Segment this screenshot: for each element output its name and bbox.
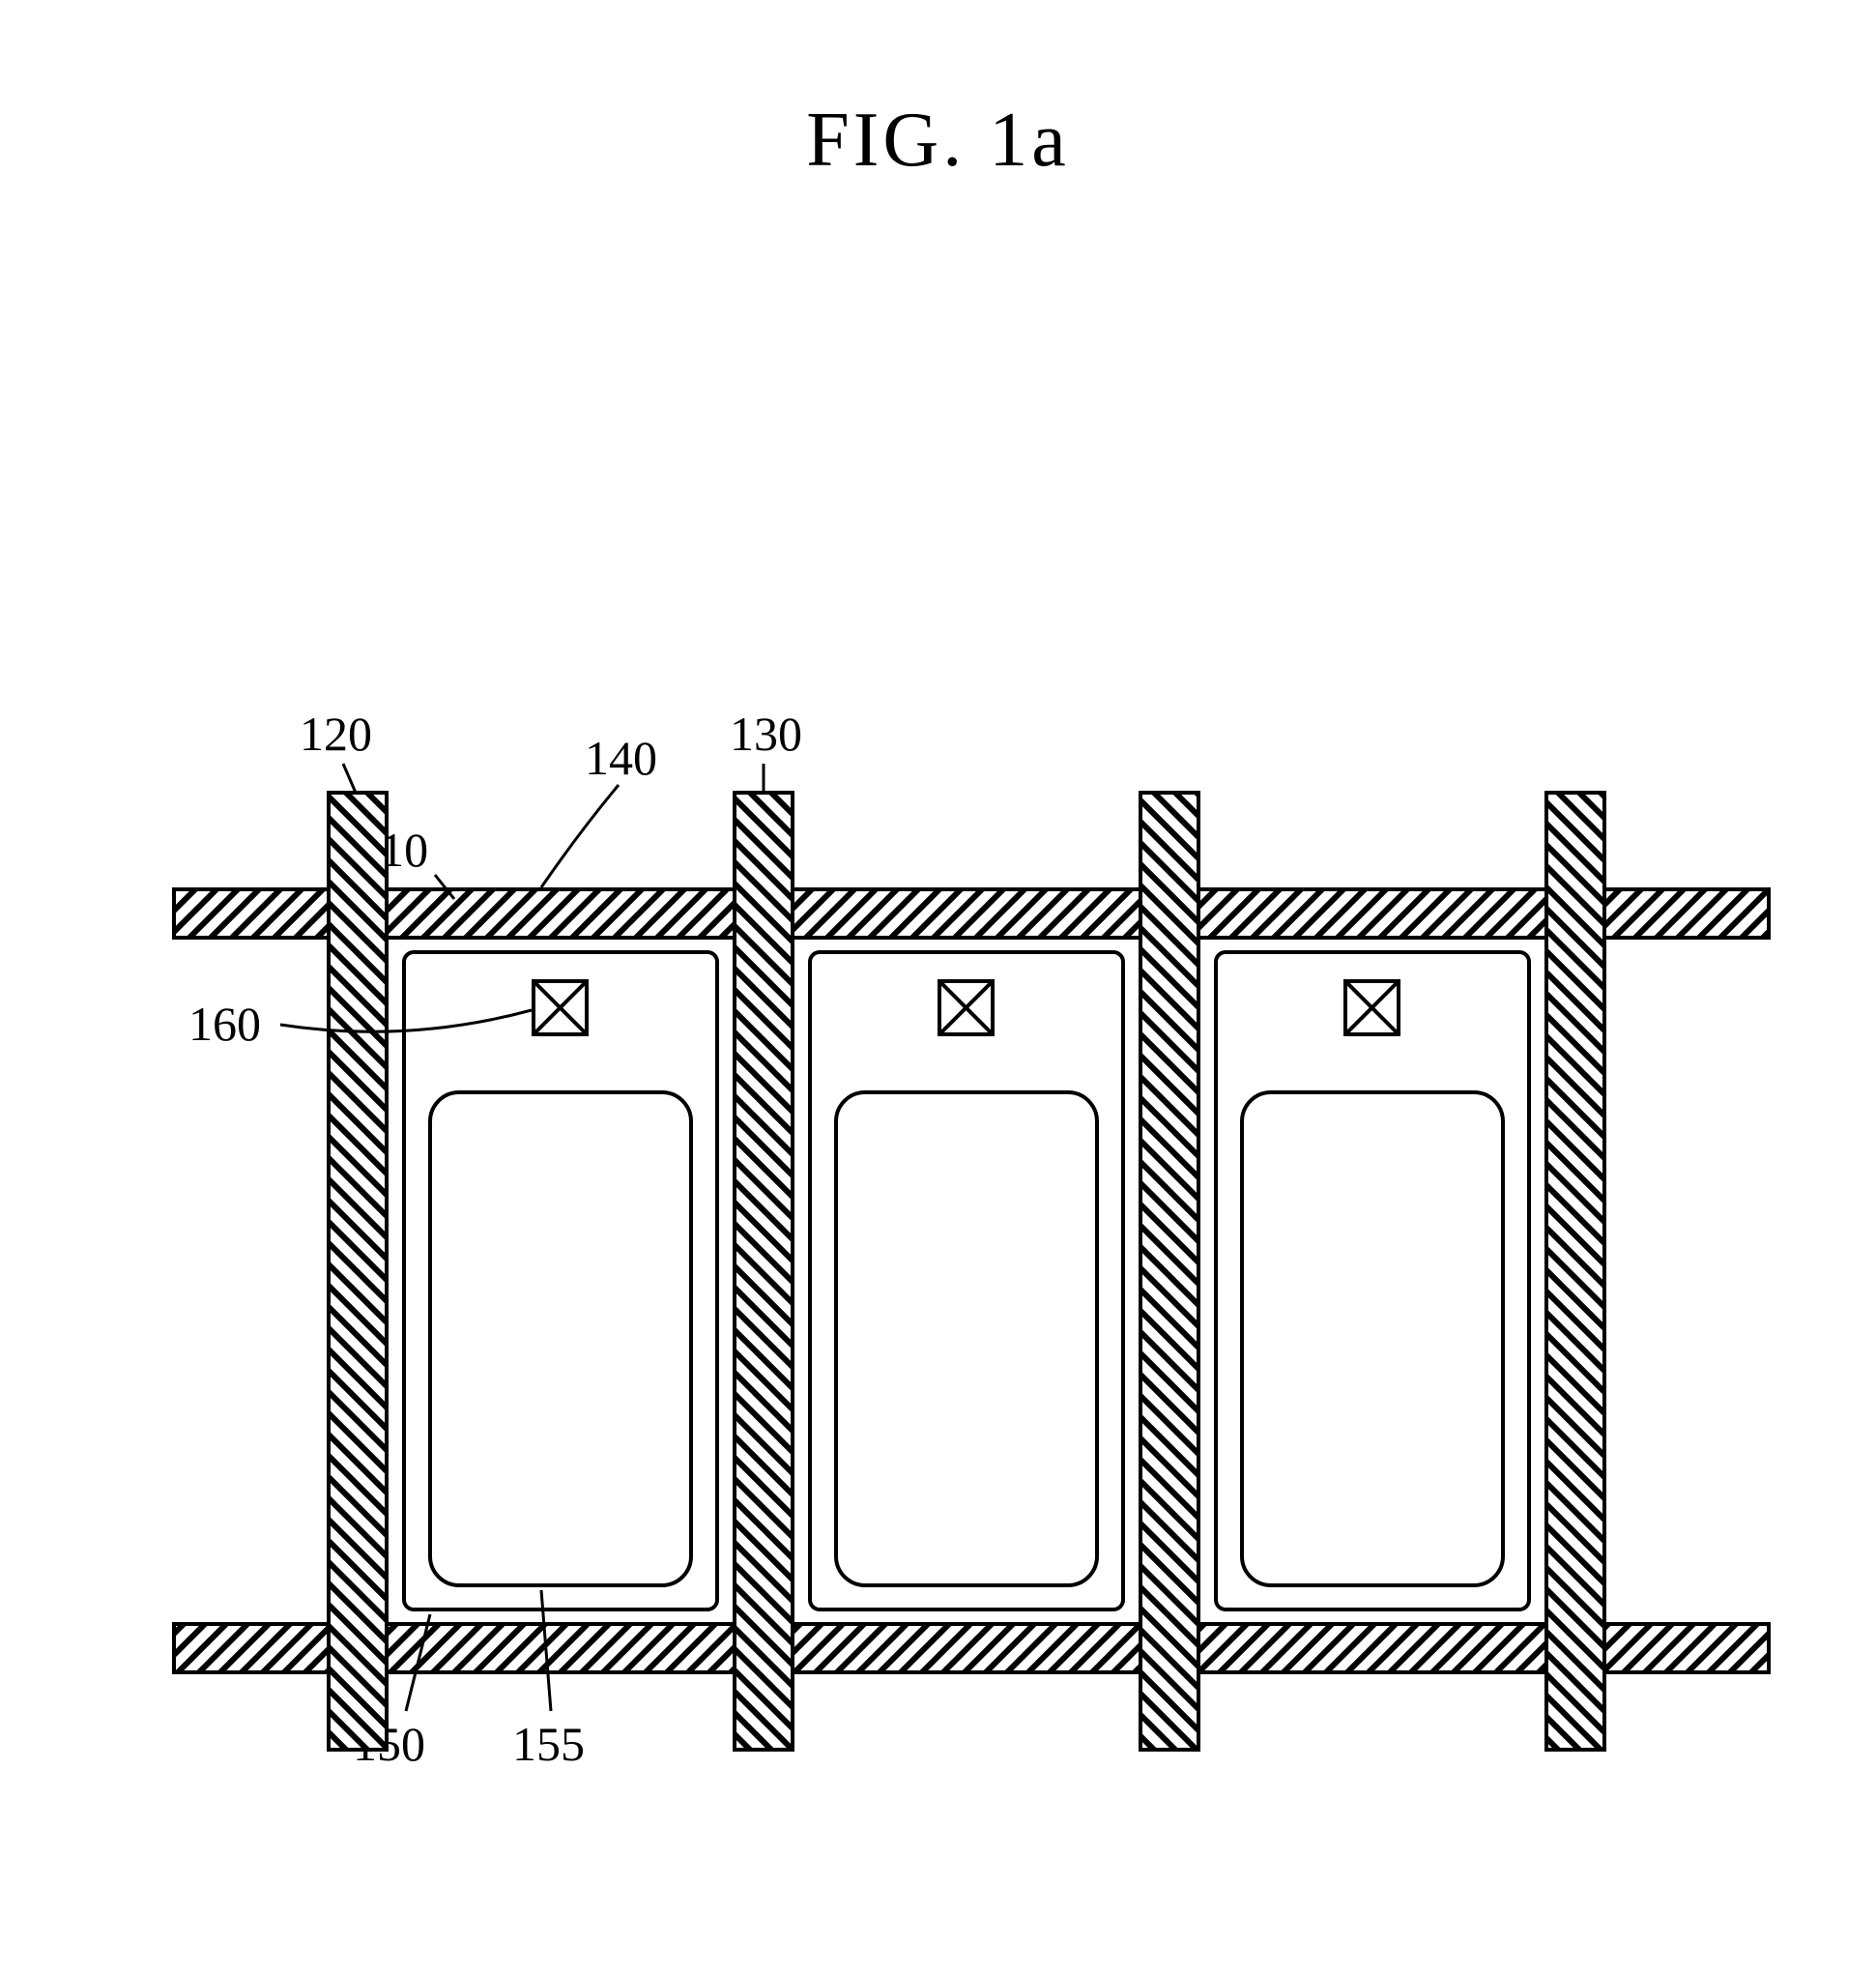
pixel-cells — [404, 952, 1529, 1610]
diagram-svg — [0, 0, 1876, 1972]
